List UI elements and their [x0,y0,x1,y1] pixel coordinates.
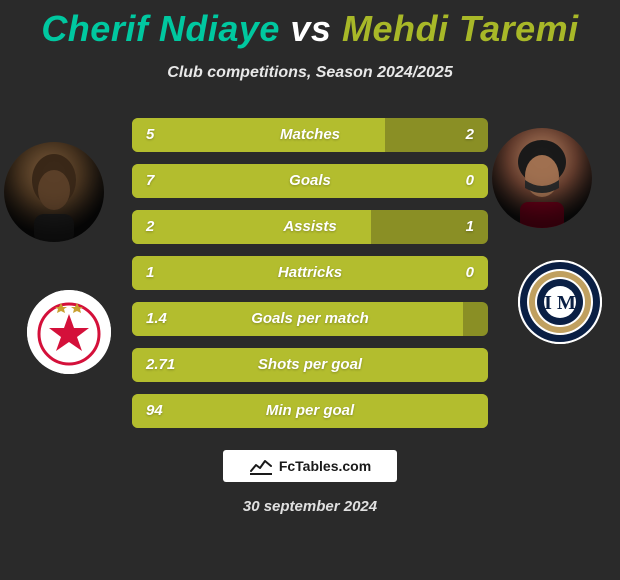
stats-bar-chart: 5Matches27Goals02Assists11Hattricks01.4G… [132,118,488,440]
footer-date: 30 september 2024 [0,498,620,515]
stat-row: 94Min per goal [132,394,488,428]
stat-value-right: 0 [466,256,474,290]
stat-value-right: 2 [466,118,474,152]
stat-label: Assists [132,210,488,244]
page-title: Cherif Ndiaye vs Mehdi Taremi [0,0,620,50]
title-vs: vs [290,8,331,49]
stat-row: 2.71Shots per goal [132,348,488,382]
stat-label: Min per goal [132,394,488,428]
stat-label: Goals [132,164,488,198]
subtitle: Club competitions, Season 2024/2025 [0,64,620,82]
fctables-icon [249,457,273,475]
player1-club-badge [27,290,111,374]
stat-value-right: 0 [466,164,474,198]
brand-text: FcTables.com [279,458,371,474]
player1-avatar [4,142,104,242]
stat-row: 5Matches2 [132,118,488,152]
svg-text:I M: I M [544,292,576,314]
stat-label: Matches [132,118,488,152]
stat-row: 1.4Goals per match [132,302,488,336]
stat-label: Goals per match [132,302,488,336]
stat-row: 1Hattricks0 [132,256,488,290]
player2-avatar [492,128,592,228]
brand-logo: FcTables.com [223,450,397,482]
stat-value-right: 1 [466,210,474,244]
stat-row: 7Goals0 [132,164,488,198]
stat-label: Hattricks [132,256,488,290]
title-player1: Cherif Ndiaye [41,8,280,49]
stat-row: 2Assists1 [132,210,488,244]
player2-club-badge: I M [518,260,602,344]
stat-label: Shots per goal [132,348,488,382]
title-player2: Mehdi Taremi [342,8,579,49]
